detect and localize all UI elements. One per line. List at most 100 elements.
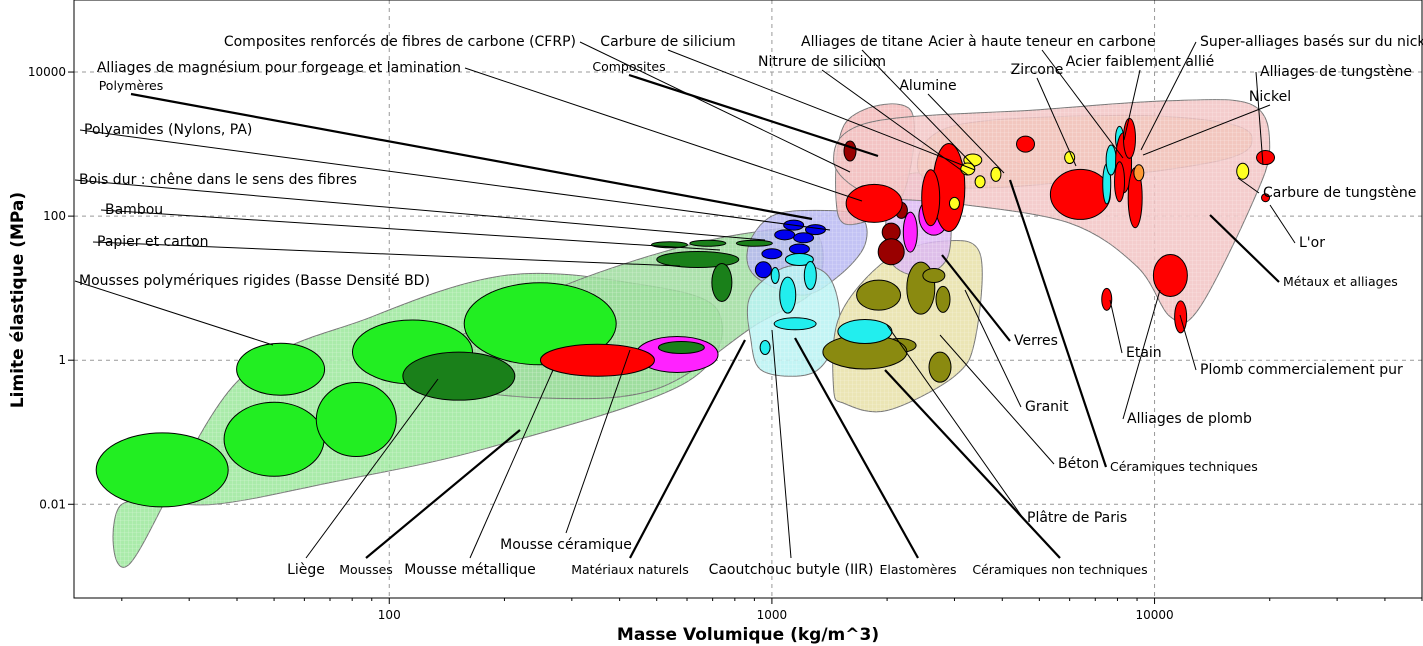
leader-line	[1036, 77, 1077, 167]
annotation-label: Verres	[1014, 333, 1058, 349]
material-bubble	[223, 401, 325, 477]
material-bubble	[935, 285, 951, 313]
leader-line	[469, 369, 554, 559]
annotation-label: Alliages de magnésium pour forgeage et l…	[97, 60, 461, 76]
material-bubble	[788, 243, 810, 255]
annotation-label: Zircone	[1011, 62, 1064, 78]
annotation-label: Composites renforcés de fibres de carbon…	[224, 34, 576, 50]
annotation-label: Elastomères	[879, 562, 956, 577]
annotation-label: Béton	[1058, 456, 1099, 472]
material-bubble	[837, 319, 893, 345]
material-bubble	[1256, 150, 1276, 166]
material-bubble	[402, 351, 516, 401]
annotation-label: Céramiques techniques	[1110, 459, 1258, 474]
material-bubble	[805, 224, 827, 236]
leader-line	[74, 280, 274, 346]
material-bubble	[793, 232, 815, 244]
annotation-label: Alumine	[899, 78, 956, 94]
annotation-label: Carbure de tungstène	[1263, 185, 1416, 201]
material-bubbles	[95, 117, 1276, 508]
annotation-label: Plomb commercialement pur	[1200, 362, 1403, 378]
material-bubble	[315, 382, 397, 458]
material-bubble	[759, 340, 771, 356]
material-bubble	[843, 140, 857, 162]
material-bubble	[773, 317, 817, 331]
y-axis-title: Limite élastique (MPa)	[8, 192, 28, 408]
material-bubble	[1261, 193, 1271, 203]
x-tick-label: 10000	[1135, 608, 1173, 622]
annotation-label: Liège	[287, 562, 325, 578]
annotation-label: Carbure de silicium	[600, 34, 735, 50]
material-bubble	[689, 239, 727, 247]
annotation-label: Mousse métallique	[404, 562, 536, 578]
leader-line	[886, 324, 1024, 519]
material-bubble	[990, 166, 1002, 182]
annotation-label: Matériaux naturels	[571, 562, 689, 577]
annotation-label: Mousse céramique	[500, 537, 632, 553]
leader-line	[1142, 104, 1271, 156]
annotation-label: Alliages de tungstène	[1260, 64, 1412, 80]
material-bubble	[1016, 135, 1036, 153]
annotation-label: Mousses polymériques rigides (Basse Dens…	[79, 273, 430, 289]
leader-line	[1209, 214, 1280, 283]
leader-line	[79, 129, 831, 231]
annotation-label: Caoutchouc butyle (IIR)	[709, 562, 874, 578]
material-bubble	[1049, 168, 1111, 220]
y-tick-label: 1	[58, 353, 66, 367]
leader-line	[1008, 179, 1108, 468]
material-bubble	[770, 266, 780, 284]
leader-line	[884, 369, 1061, 559]
annotation-label: Nitrure de silicium	[758, 54, 886, 70]
leader-line	[1255, 71, 1264, 166]
leader-line	[130, 92, 813, 221]
annotation-label: Acier à haute teneur en carbone	[928, 34, 1155, 50]
leader-line	[365, 429, 521, 559]
leader-line	[794, 337, 919, 559]
leader-line	[92, 241, 681, 267]
x-tick-label: 100	[378, 608, 401, 622]
material-bubble	[656, 250, 740, 268]
annotation-label: Alliages de titane	[801, 34, 923, 50]
annotation-label: Polyamides (Nylons, PA)	[84, 122, 252, 138]
leader-line	[1269, 204, 1296, 244]
annotation-label: Bois dur : chêne dans le sens des fibres	[79, 172, 357, 188]
material-bubble	[1152, 253, 1188, 297]
material-bubble	[539, 343, 655, 377]
leader-line	[941, 254, 1011, 342]
leader-line	[1140, 41, 1197, 151]
material-bubble	[948, 196, 960, 210]
material-bubble	[735, 239, 773, 247]
leader-line	[667, 49, 976, 171]
annotation-label: Granit	[1025, 399, 1069, 415]
material-bubble	[856, 279, 902, 311]
annotation-label: Etain	[1126, 345, 1162, 361]
material-bubble	[711, 262, 733, 302]
leader-line	[628, 73, 879, 158]
material-bubble	[921, 169, 941, 227]
material-bubble	[902, 211, 918, 253]
material-bubble	[236, 342, 326, 396]
leader-line	[629, 339, 746, 559]
leader-line	[464, 67, 863, 202]
leader-line	[1109, 299, 1123, 354]
annotation-label: L'or	[1299, 235, 1325, 251]
material-bubble	[761, 248, 783, 260]
annotation-label: Acier faiblement allié	[1066, 54, 1214, 70]
material-bubble	[1114, 161, 1126, 203]
material-bubble	[803, 260, 817, 290]
material-bubble	[928, 351, 952, 383]
material-bubble	[974, 175, 986, 189]
y-tick-label: 100	[43, 209, 66, 223]
annotation-label: Alliages de plomb	[1127, 411, 1252, 427]
material-bubble	[877, 238, 905, 266]
material-bubble	[784, 252, 814, 266]
leader-line	[964, 289, 1022, 408]
leader-line	[861, 49, 976, 168]
x-tick-label: 1000	[757, 608, 788, 622]
leader-line	[74, 179, 766, 241]
annotation-label: Polymères	[99, 78, 164, 93]
annotation-label: Composites	[592, 59, 665, 74]
material-bubble	[1236, 162, 1250, 180]
leader-line	[1123, 69, 1141, 141]
